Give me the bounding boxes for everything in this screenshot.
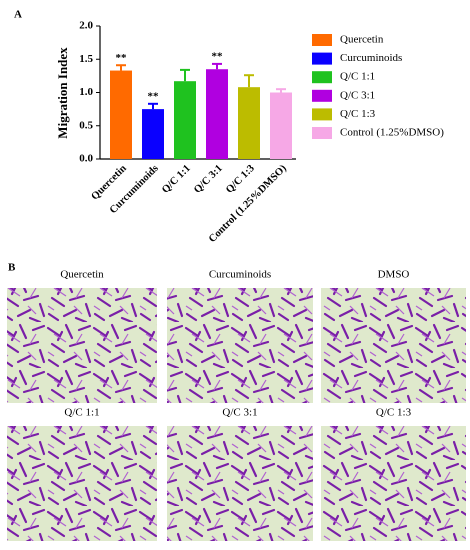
legend-swatch	[312, 71, 332, 84]
legend-swatch	[312, 127, 332, 139]
bar	[174, 81, 196, 159]
significance-label: **	[148, 90, 160, 102]
legend-label: Q/C 1:3	[340, 108, 376, 120]
legend-swatch	[312, 52, 332, 65]
y-tick-label: 1.5	[79, 53, 93, 65]
x-tick-label: Q/C 3:1	[192, 163, 225, 196]
y-tick-label: 0.0	[79, 153, 93, 165]
image-title: Q/C 1:1	[64, 407, 99, 419]
image-title: Curcuminoids	[209, 269, 271, 281]
bar	[270, 92, 292, 159]
image-title: Q/C 3:1	[222, 407, 257, 419]
panel-label: A	[14, 9, 22, 21]
micrograph	[7, 288, 157, 403]
legend-label: Q/C 3:1	[340, 89, 375, 101]
micrograph	[167, 288, 313, 403]
micrograph	[7, 426, 157, 541]
bar	[238, 87, 260, 159]
micrograph	[321, 426, 466, 541]
y-tick-label: 2.0	[79, 20, 93, 32]
bar	[110, 70, 132, 159]
y-tick-label: 1.0	[79, 86, 93, 98]
legend-label: Curcuminoids	[340, 52, 402, 64]
bar	[142, 109, 164, 159]
y-axis-label: Migration Index	[55, 47, 70, 139]
legend-label: Q/C 1:1	[340, 71, 375, 83]
significance-label: **	[212, 50, 224, 62]
panel-label: B	[8, 262, 16, 274]
micrograph	[321, 288, 466, 403]
y-tick-label: 0.5	[79, 119, 93, 131]
x-tick-label: Q/C 1:1	[160, 163, 193, 196]
micrograph	[167, 426, 313, 541]
legend-label: Quercetin	[340, 34, 384, 46]
bar	[206, 69, 228, 159]
legend-swatch	[312, 108, 332, 121]
legend-swatch	[312, 89, 332, 102]
significance-label: **	[116, 52, 128, 64]
image-title: Q/C 1:3	[376, 407, 412, 419]
image-title: Quercetin	[60, 269, 104, 281]
legend-swatch	[312, 34, 332, 46]
image-title: DMSO	[378, 269, 410, 281]
legend-label: Control (1.25%DMSO)	[340, 127, 444, 139]
